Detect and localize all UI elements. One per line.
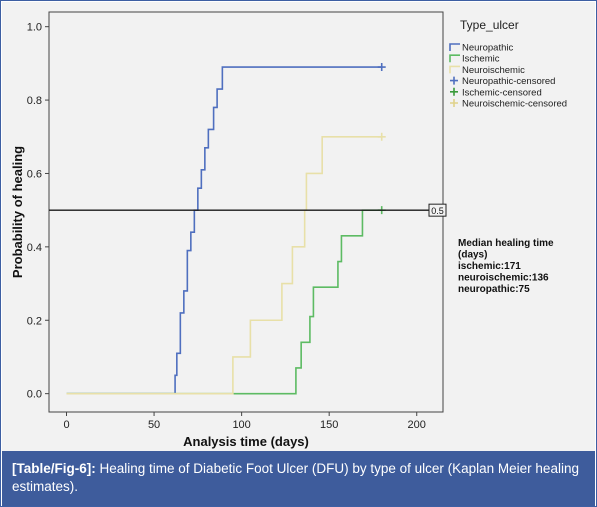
series-line-neuroischemic — [66, 135, 382, 395]
series-line-ischemic — [66, 209, 382, 395]
legend-entry: Neuroischemic — [449, 65, 525, 76]
annotation-line: ischemic:171 — [458, 261, 521, 272]
censored-mark-neuroischemic — [377, 132, 386, 141]
y-axis-label: Probability of healing — [10, 146, 25, 278]
legend-entry: Ischemic — [449, 54, 500, 65]
y-tick-label: 1.0 — [27, 22, 42, 34]
annotation-line: (days) — [458, 250, 487, 261]
x-tick-label: 50 — [148, 419, 160, 431]
plot-background — [48, 11, 444, 413]
legend-swatch — [450, 87, 458, 96]
legend-entry: Neuropathic-censored — [450, 76, 555, 87]
legend-swatch — [449, 43, 460, 51]
legend-label: Neuroischemic — [462, 65, 525, 76]
censored-mark-neuropathic — [377, 63, 386, 72]
legend-swatch — [449, 54, 460, 63]
figure-caption: [Table/Fig-6]: Healing time of Diabetic … — [2, 451, 595, 506]
x-tick-label: 200 — [408, 419, 426, 431]
reference-label: 0.5 — [431, 206, 444, 216]
x-tick-label: 100 — [232, 419, 250, 431]
legend-title: Type_ulcer — [460, 18, 519, 32]
x-tick-label: 150 — [320, 419, 338, 431]
legend-swatch — [450, 76, 458, 85]
legend-label: Ischemic-censored — [462, 87, 542, 98]
reference-label-box — [428, 203, 447, 217]
km-chart: 0 50 100 150 200 0.0 0.2 0.4 0.6 0.8 1.0 0.5 Analy… — [10, 11, 567, 449]
y-tick-label: 0.0 — [27, 389, 42, 401]
y-tick-label: 0.6 — [27, 168, 42, 180]
axes: 0 50 100 150 200 0.0 0.2 0.4 0.6 0.8 1.0 — [27, 22, 426, 431]
caption-label: [Table/Fig-6]: — [12, 461, 96, 476]
legend-entry: Ischemic-censored — [450, 87, 542, 98]
reference-layer: 0.5 — [49, 203, 447, 217]
legend: Type_ulcer NeuropathicIschemicNeuroische… — [449, 18, 567, 110]
caption-text: Healing time of Diabetic Foot Ulcer (DFU… — [12, 461, 579, 494]
x-tick-label: 0 — [63, 419, 69, 431]
legend-entry: Neuropathic — [449, 43, 513, 54]
chart-area: 0 50 100 150 200 0.0 0.2 0.4 0.6 0.8 1.0 0.5 Analy… — [2, 2, 595, 451]
legend-label: Neuropathic-censored — [462, 76, 555, 87]
legend-label: Ischemic — [462, 54, 500, 65]
legend-swatch — [449, 65, 460, 74]
y-tick-label: 0.8 — [27, 95, 42, 107]
y-tick-label: 0.4 — [27, 242, 42, 254]
median-annotation: Median healing time(days)ischemic:171neu… — [458, 238, 554, 295]
annotation-line: Median healing time — [458, 238, 554, 249]
legend-label: Neuroischemic-censored — [462, 99, 567, 110]
legend-label: Neuropathic — [462, 43, 513, 54]
legend-swatch — [450, 99, 458, 107]
legend-entry: Neuroischemic-censored — [450, 99, 567, 110]
annotation-line: neuropathic:75 — [458, 284, 530, 295]
x-axis-label: Analysis time (days) — [183, 434, 309, 449]
annotation-line: neuroischemic:136 — [458, 273, 549, 284]
y-tick-label: 0.2 — [27, 315, 42, 327]
